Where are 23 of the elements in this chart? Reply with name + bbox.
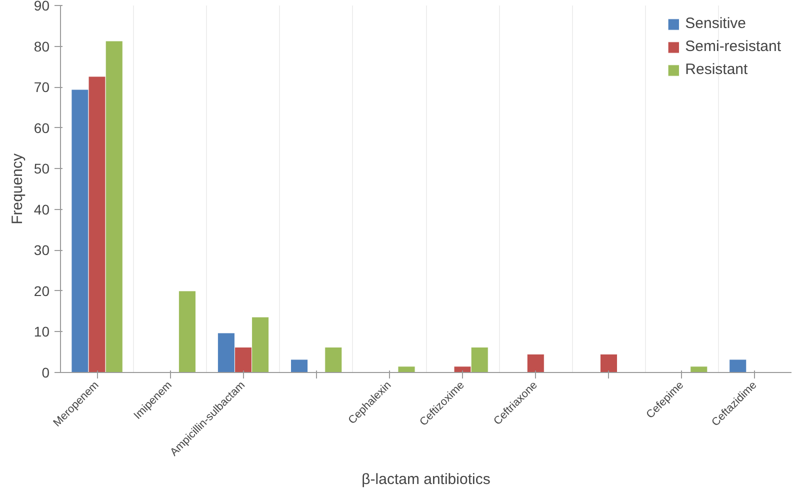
bar xyxy=(526,354,544,372)
y-tick-label: 50 xyxy=(34,160,50,177)
y-axis-title: Frequency xyxy=(8,153,26,224)
y-tick-label: 60 xyxy=(34,120,50,136)
y-tick-label: 0 xyxy=(42,364,50,380)
bar xyxy=(690,366,708,372)
legend-label: Sensitive xyxy=(685,15,746,32)
x-axis-title: β-lactam antibiotics xyxy=(362,470,490,488)
y-tick-label: 70 xyxy=(34,79,50,96)
y-tick-label: 20 xyxy=(34,282,50,299)
bar xyxy=(600,354,618,372)
legend-label: Resistant xyxy=(685,61,748,78)
y-tick-label: 40 xyxy=(34,201,50,218)
bar xyxy=(178,290,196,372)
y-tick-label: 90 xyxy=(34,0,50,14)
bar xyxy=(324,346,342,372)
y-tick-label: 10 xyxy=(34,324,50,340)
bar xyxy=(290,359,308,372)
y-tick-label: 30 xyxy=(34,242,50,258)
y-tick-label: 80 xyxy=(34,38,50,54)
bar xyxy=(729,359,747,372)
legend-label: Semi-resistant xyxy=(685,38,781,55)
bar xyxy=(398,366,416,372)
